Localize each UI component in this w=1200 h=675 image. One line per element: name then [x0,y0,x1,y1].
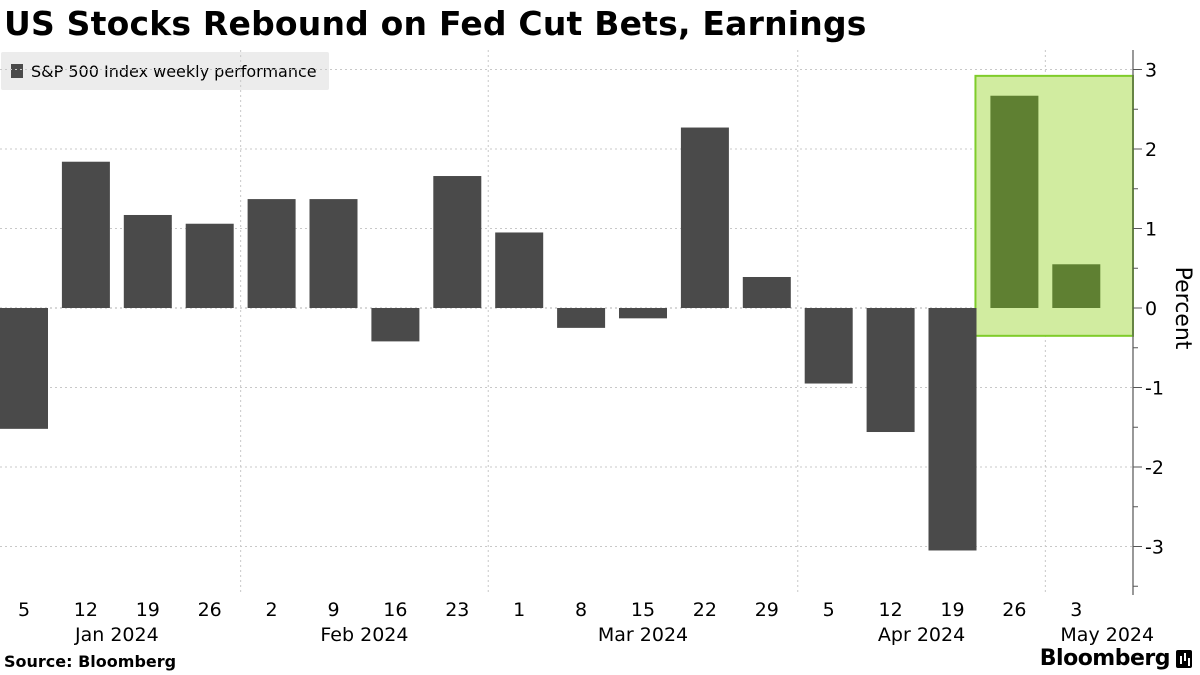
x-tick-label: 29 [755,599,779,621]
x-tick-label: 12 [879,599,903,621]
bar-10 [557,308,606,328]
x-tick-label: 9 [327,599,339,621]
x-tick-label: 19 [136,599,160,621]
bar-3 [123,214,172,308]
y-tick-label: 0 [1145,298,1157,320]
bar-13 [742,276,791,308]
x-month-label: Feb 2024 [320,624,408,646]
bar-9 [495,232,544,308]
bloomberg-chart-icon [1176,649,1192,668]
x-tick-label: 5 [823,599,835,621]
x-tick-label: 23 [445,599,469,621]
bar-14 [804,308,853,384]
x-tick-label: 22 [693,599,717,621]
x-tick-label: 12 [74,599,98,621]
x-tick-label: 15 [631,599,655,621]
x-tick-label: 26 [1002,599,1026,621]
legend-swatch [11,64,23,78]
y-tick-label: -1 [1145,378,1164,400]
bar-8 [433,176,482,308]
bar-16 [928,308,977,551]
bar-5 [247,199,296,308]
bar-4 [185,223,234,308]
bar-11 [619,308,667,319]
bar-1 [0,308,48,429]
y-tick-label: -2 [1145,457,1164,479]
x-month-label: May 2024 [1060,624,1154,646]
y-tick-label: -3 [1145,537,1164,559]
x-tick-label: 1 [513,599,525,621]
x-tick-label: 2 [266,599,278,621]
bar-12 [680,127,729,308]
x-tick-label: 16 [383,599,407,621]
y-tick-label: 1 [1145,219,1157,241]
bar-17 [990,95,1039,308]
bar-6 [309,199,358,308]
x-tick-label: 26 [198,599,222,621]
brand-name: Bloomberg [1039,646,1171,671]
bar-7 [371,308,420,342]
y-axis-title: Percent [1170,267,1195,350]
bar-18 [1052,264,1101,308]
x-month-label: Apr 2024 [878,624,965,646]
legend-label: S&P 500 Index weekly performance [31,61,317,81]
x-tick-label: 3 [1070,599,1082,621]
x-month-label: Jan 2024 [74,624,159,646]
x-month-label: Mar 2024 [598,624,688,646]
x-tick-label: 5 [18,599,30,621]
x-tick-label: 19 [940,599,964,621]
x-tick-label: 8 [575,599,587,621]
y-tick-label: 3 [1145,60,1157,82]
source-note: Source: Bloomberg [4,652,177,671]
bar-15 [866,308,915,433]
bloomberg-logo: Bloomberg [1040,646,1192,671]
chart-title: US Stocks Rebound on Fed Cut Bets, Earni… [4,4,867,43]
legend: S&P 500 Index weekly performance [1,52,329,90]
bar-2 [61,161,110,308]
y-tick-label: 2 [1145,139,1157,161]
